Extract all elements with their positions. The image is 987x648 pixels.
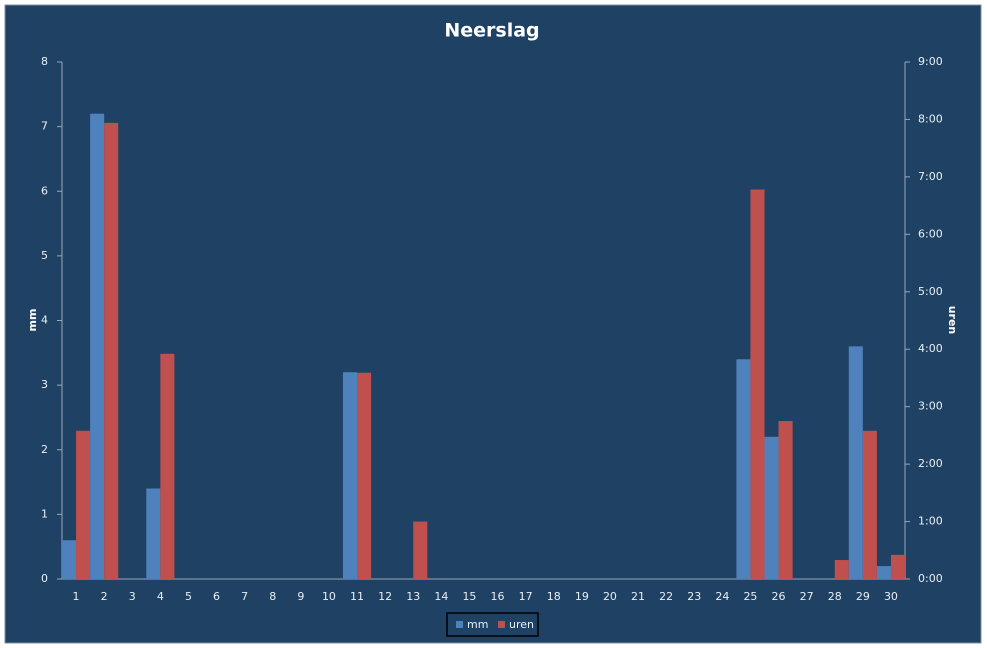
bar <box>160 353 175 579</box>
y-tick-label: 6 <box>41 184 48 197</box>
x-tick-label: 7 <box>241 590 248 603</box>
x-tick-label: 14 <box>434 590 448 603</box>
y2-tick-label: 4:00 <box>918 342 943 355</box>
x-tick-label: 17 <box>519 590 533 603</box>
y-tick-label: 8 <box>41 55 48 68</box>
x-tick-label: 29 <box>856 590 870 603</box>
bar <box>890 554 905 579</box>
y2-tick-label: 2:00 <box>918 457 943 470</box>
bar <box>834 560 849 579</box>
x-tick-label: 5 <box>185 590 192 603</box>
x-tick-label: 9 <box>297 590 304 603</box>
y-axis-title: mm <box>26 309 39 332</box>
chart-title: Neerslag <box>444 20 539 42</box>
x-tick-label: 11 <box>350 590 364 603</box>
bar <box>90 113 105 579</box>
x-tick-label: 16 <box>491 590 505 603</box>
y2-tick-label: 9:00 <box>918 55 943 68</box>
y-tick-label: 1 <box>41 507 48 520</box>
x-tick-label: 2 <box>101 590 108 603</box>
legend-box <box>446 612 539 637</box>
bar <box>778 421 793 579</box>
x-tick-label: 1 <box>73 590 80 603</box>
legend-label: mm <box>467 618 488 631</box>
x-tick-label: 19 <box>575 590 589 603</box>
bar <box>764 436 779 579</box>
bar <box>862 430 877 579</box>
y-tick-label: 3 <box>41 378 48 391</box>
x-tick-label: 22 <box>659 590 673 603</box>
bar <box>62 540 77 579</box>
bar <box>750 189 765 579</box>
bar <box>848 346 863 579</box>
bar <box>413 521 428 579</box>
y-tick-label: 0 <box>41 572 48 585</box>
x-tick-label: 13 <box>406 590 420 603</box>
y2-tick-label: 1:00 <box>918 515 943 528</box>
y2-axis-title: uren <box>946 306 959 335</box>
x-tick-label: 27 <box>800 590 814 603</box>
bar <box>76 430 91 579</box>
legend-swatch <box>498 621 505 628</box>
x-tick-label: 24 <box>715 590 729 603</box>
x-tick-label: 20 <box>603 590 617 603</box>
x-tick-label: 10 <box>322 590 336 603</box>
x-tick-label: 21 <box>631 590 645 603</box>
x-tick-label: 15 <box>462 590 476 603</box>
bar <box>343 372 358 579</box>
x-tick-label: 3 <box>129 590 136 603</box>
y-tick-label: 4 <box>41 314 48 327</box>
bar <box>876 566 891 579</box>
x-tick-label: 28 <box>828 590 842 603</box>
legend-swatch <box>456 621 463 628</box>
y-tick-label: 7 <box>41 120 48 133</box>
x-tick-label: 23 <box>687 590 701 603</box>
y-tick-label: 2 <box>41 443 48 456</box>
bar <box>146 488 161 579</box>
y2-tick-label: 5:00 <box>918 285 943 298</box>
x-tick-label: 30 <box>884 590 898 603</box>
y2-tick-label: 3:00 <box>918 400 943 413</box>
bar <box>736 359 751 579</box>
x-tick-label: 6 <box>213 590 220 603</box>
y-tick-label: 5 <box>41 249 48 262</box>
y2-tick-label: 6:00 <box>918 227 943 240</box>
y2-tick-label: 7:00 <box>918 170 943 183</box>
x-tick-label: 4 <box>157 590 164 603</box>
x-tick-label: 12 <box>378 590 392 603</box>
legend-label: uren <box>509 618 534 631</box>
y2-tick-label: 8:00 <box>918 112 943 125</box>
x-tick-label: 25 <box>743 590 757 603</box>
x-tick-label: 26 <box>772 590 786 603</box>
bar <box>104 122 119 579</box>
x-tick-label: 18 <box>547 590 561 603</box>
bar <box>357 372 372 579</box>
y2-tick-label: 0:00 <box>918 572 943 585</box>
x-tick-label: 8 <box>269 590 276 603</box>
